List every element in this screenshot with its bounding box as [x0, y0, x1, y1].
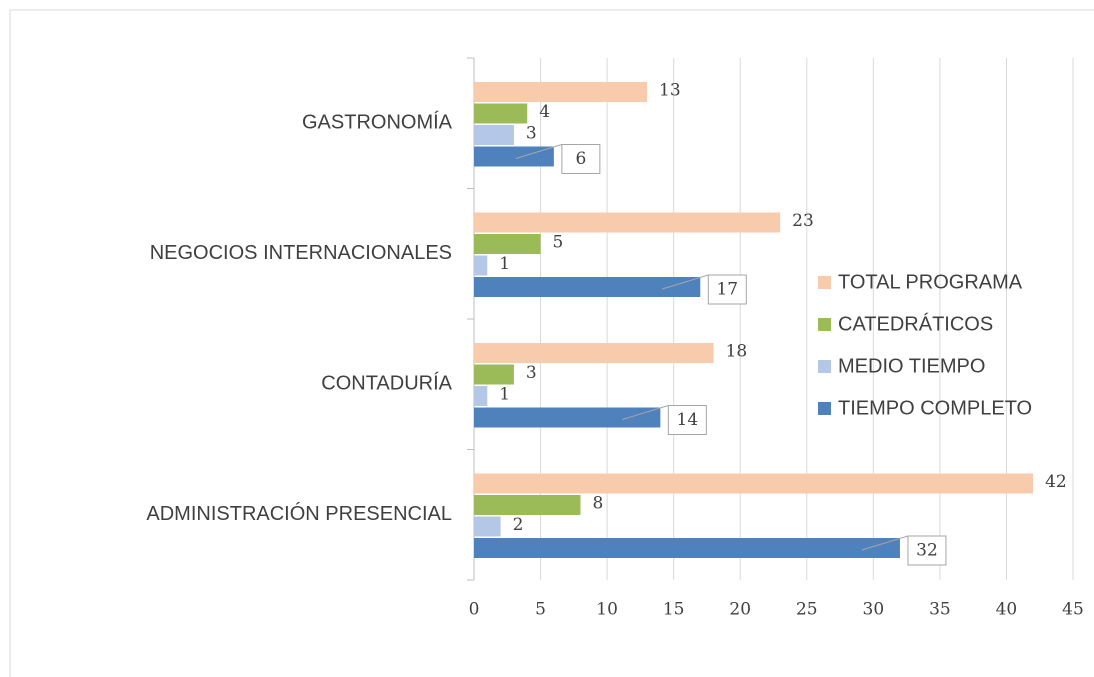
x-tick-label: 45 [1062, 600, 1084, 620]
x-tick-label: 15 [663, 600, 685, 620]
bar [474, 212, 781, 233]
y-tick-label: GASTRONOMÍA [302, 111, 453, 134]
legend-label: CATEDRÁTICOS [838, 312, 993, 335]
leader-line [515, 144, 563, 159]
data-label: 23 [792, 211, 814, 231]
data-label: 4 [539, 102, 550, 122]
x-tick-label: 5 [535, 600, 546, 620]
data-label: 13 [659, 80, 681, 100]
data-label: 6 [575, 149, 586, 169]
bar [474, 277, 701, 297]
leader-line [622, 405, 669, 420]
data-label: 32 [916, 541, 938, 561]
data-label-box [907, 535, 947, 566]
legend-label: TIEMPO COMPLETO [838, 397, 1032, 419]
data-label: 17 [716, 280, 738, 300]
chart-border [9, 9, 1094, 677]
bar [474, 125, 514, 145]
y-tick-label: ADMINISTRACIÓN PRESENCIAL [146, 502, 452, 525]
data-label: 3 [526, 363, 537, 383]
bar [474, 234, 541, 254]
bar [474, 364, 514, 385]
legend-label: MEDIO TIEMPO [838, 355, 985, 377]
x-tick-label: 25 [796, 600, 818, 620]
data-label: 8 [592, 493, 603, 513]
data-label: 18 [726, 341, 748, 361]
data-label: 2 [513, 515, 524, 535]
data-label-box [561, 144, 601, 174]
legend-swatch [818, 402, 831, 415]
legend-swatch [818, 360, 831, 373]
bar [474, 473, 1034, 494]
y-tick-label: NEGOCIOS INTERNACIONALES [150, 242, 452, 264]
bar [474, 103, 528, 124]
bar [474, 495, 581, 515]
bar [474, 407, 661, 428]
leader-line [861, 535, 909, 551]
bar [474, 343, 714, 363]
bar [474, 516, 501, 537]
data-label: 3 [526, 123, 537, 143]
data-label: 1 [499, 254, 510, 274]
bar [474, 538, 900, 558]
bar [474, 255, 488, 276]
data-label: 5 [553, 232, 564, 252]
legend-label: TOTAL PROGRAMA [838, 271, 1023, 293]
x-tick-label: 40 [996, 600, 1018, 620]
data-label: 14 [677, 410, 699, 430]
bar [474, 146, 554, 167]
y-tick-label: CONTADURÍA [321, 372, 452, 395]
data-label: 42 [1045, 472, 1067, 492]
leader-line [662, 274, 709, 290]
x-tick-label: 30 [863, 600, 885, 620]
data-label: 1 [499, 384, 510, 404]
data-label-box [667, 405, 707, 435]
bar [474, 82, 648, 102]
x-tick-label: 10 [596, 600, 618, 620]
bar [474, 386, 488, 406]
x-tick-label: 20 [729, 600, 751, 620]
x-tick-label: 35 [929, 600, 951, 620]
legend-swatch [818, 276, 831, 289]
legend-swatch [818, 318, 831, 331]
data-label-box [707, 274, 747, 305]
x-tick-label: 0 [469, 600, 480, 620]
